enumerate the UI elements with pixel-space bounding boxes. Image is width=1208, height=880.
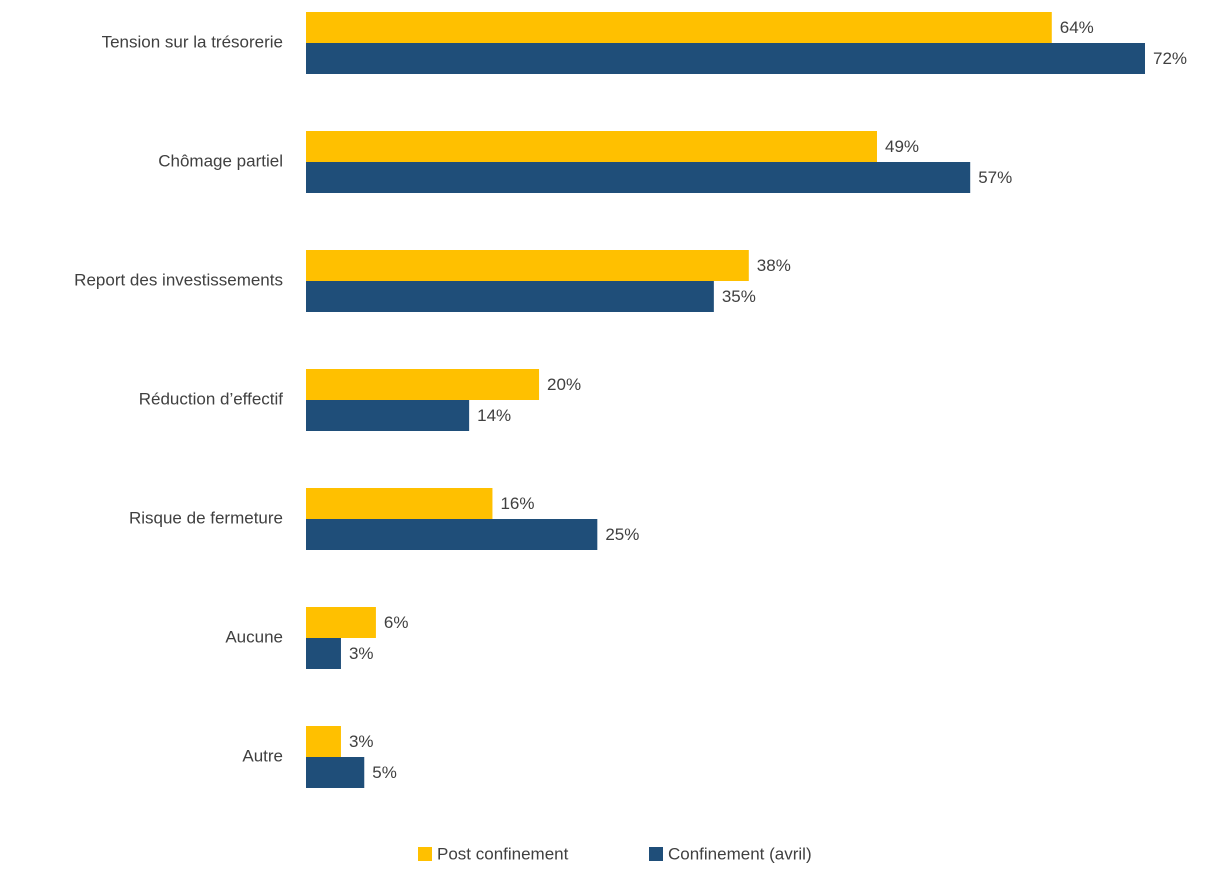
bar bbox=[306, 43, 1145, 74]
bar bbox=[306, 757, 365, 788]
category-label: Tension sur la trésorerie bbox=[102, 32, 283, 51]
bar bbox=[306, 12, 1052, 43]
data-label: 6% bbox=[384, 613, 409, 632]
bar bbox=[306, 281, 714, 312]
data-label: 57% bbox=[978, 168, 1012, 187]
legend-label: Post confinement bbox=[437, 844, 569, 863]
bar bbox=[306, 250, 749, 281]
bar bbox=[306, 488, 493, 519]
category-label: Réduction d’effectif bbox=[139, 389, 284, 408]
bar bbox=[306, 726, 341, 757]
bar bbox=[306, 400, 470, 431]
data-label: 49% bbox=[885, 137, 919, 156]
data-label: 35% bbox=[722, 287, 756, 306]
data-label: 25% bbox=[605, 525, 639, 544]
bar bbox=[306, 131, 877, 162]
legend-label: Confinement (avril) bbox=[668, 844, 812, 863]
bar bbox=[306, 519, 598, 550]
category-label: Autre bbox=[242, 746, 283, 765]
bar bbox=[306, 369, 540, 400]
bar bbox=[306, 638, 341, 669]
data-label: 38% bbox=[757, 256, 791, 275]
data-label: 20% bbox=[547, 375, 581, 394]
legend-swatch bbox=[418, 847, 432, 861]
data-label: 64% bbox=[1060, 18, 1094, 37]
data-label: 16% bbox=[500, 494, 534, 513]
legend-swatch bbox=[649, 847, 663, 861]
data-label: 72% bbox=[1153, 49, 1187, 68]
data-label: 5% bbox=[372, 763, 397, 782]
bar bbox=[306, 607, 376, 638]
category-label: Report des investissements bbox=[74, 270, 283, 289]
category-label: Risque de fermeture bbox=[129, 508, 283, 527]
category-label: Aucune bbox=[225, 627, 283, 646]
data-label: 3% bbox=[349, 644, 374, 663]
bar bbox=[306, 162, 971, 193]
category-label: Chômage partiel bbox=[158, 151, 283, 170]
data-label: 3% bbox=[349, 732, 374, 751]
data-label: 14% bbox=[477, 406, 511, 425]
